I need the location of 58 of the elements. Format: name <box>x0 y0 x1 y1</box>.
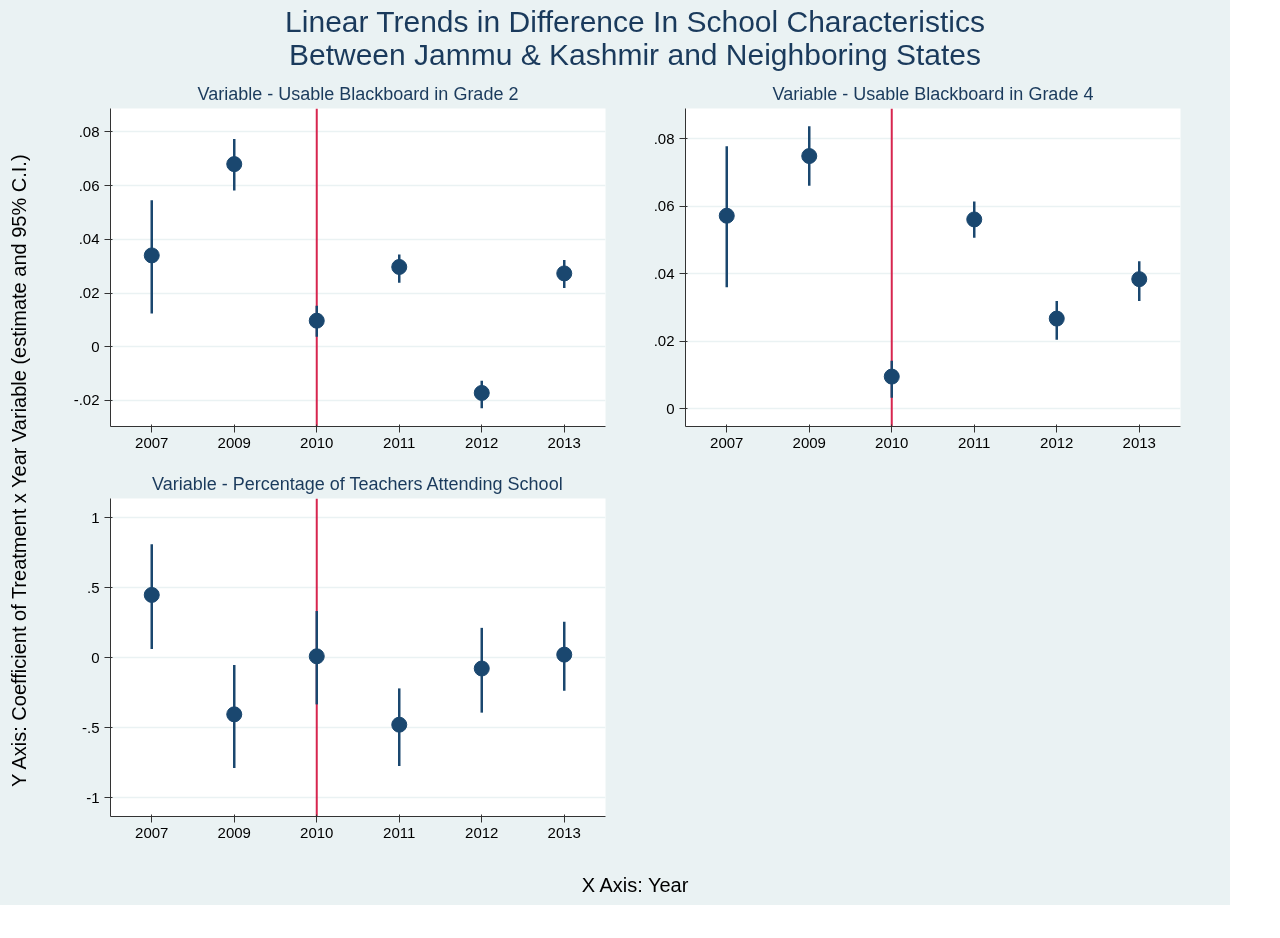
point <box>391 716 408 733</box>
y-tick-label: -.02 <box>73 391 100 409</box>
point <box>143 586 160 603</box>
y-tick-label: .08 <box>78 122 100 140</box>
point <box>556 646 573 663</box>
point <box>966 211 983 228</box>
y-tick-label: 1 <box>91 508 100 526</box>
y-tick-label: .02 <box>653 332 675 350</box>
point <box>391 258 408 275</box>
chart-subtitle: Variable - Usable Blackboard in Grade 4 <box>772 83 1094 104</box>
x-tick-label: 2009 <box>217 823 251 841</box>
x-tick-label: 2007 <box>135 433 169 451</box>
y-tick-label: .02 <box>78 284 100 302</box>
y-tick-label: 0 <box>91 648 100 666</box>
chart-subtitle: Variable - Usable Blackboard in Grade 2 <box>197 83 519 104</box>
x-tick-label: 2012 <box>465 823 499 841</box>
x-tick-label: 2013 <box>547 433 581 451</box>
point <box>308 648 325 665</box>
point <box>718 207 735 224</box>
y-axis-title: Y Axis: Coefficient of Treatment x Year Variable (estimate and 95% C.I.) <box>7 154 31 788</box>
point <box>556 265 573 282</box>
x-tick-label: 2009 <box>217 433 251 451</box>
y-tick-label: -.5 <box>82 718 100 736</box>
x-tick-label: 2010 <box>875 433 909 451</box>
point <box>801 148 818 165</box>
x-tick-label: 2012 <box>1040 433 1074 451</box>
point <box>226 156 243 173</box>
chart-subtitle: Variable - Percentage of Teachers Attending School <box>152 473 563 494</box>
point <box>143 247 160 264</box>
y-tick-label: -1 <box>86 788 100 806</box>
x-tick-label: 2011 <box>958 433 991 451</box>
x-tick-label: 2007 <box>710 433 744 451</box>
y-tick-label: .04 <box>653 264 675 282</box>
x-tick-label: 2012 <box>465 433 499 451</box>
point <box>473 384 490 401</box>
point <box>1131 271 1148 288</box>
x-tick-label: 2011 <box>383 823 416 841</box>
x-axis-title: X Axis: Year <box>581 873 689 898</box>
y-tick-label: .5 <box>86 578 100 596</box>
y-tick-label: 0 <box>666 399 675 417</box>
x-tick-label: 2013 <box>547 823 581 841</box>
x-tick-label: 2009 <box>792 433 826 451</box>
point <box>226 706 243 723</box>
point <box>1048 310 1065 327</box>
y-tick-label: .08 <box>653 129 675 147</box>
y-tick-label: .06 <box>653 197 675 215</box>
x-tick-label: 2013 <box>1122 433 1156 451</box>
point <box>883 368 900 385</box>
x-tick-label: 2010 <box>300 433 334 451</box>
y-tick-label: .06 <box>78 176 100 194</box>
x-tick-label: 2011 <box>383 433 416 451</box>
point <box>473 660 490 677</box>
y-tick-label: .04 <box>78 230 100 248</box>
chart-title: Linear Trends in Difference In School Characteristics Between Jammu & Kashmir and Neighboring States <box>285 5 985 71</box>
x-tick-label: 2010 <box>300 823 334 841</box>
point <box>308 312 325 329</box>
y-tick-label: 0 <box>91 337 100 355</box>
x-tick-label: 2007 <box>135 823 169 841</box>
